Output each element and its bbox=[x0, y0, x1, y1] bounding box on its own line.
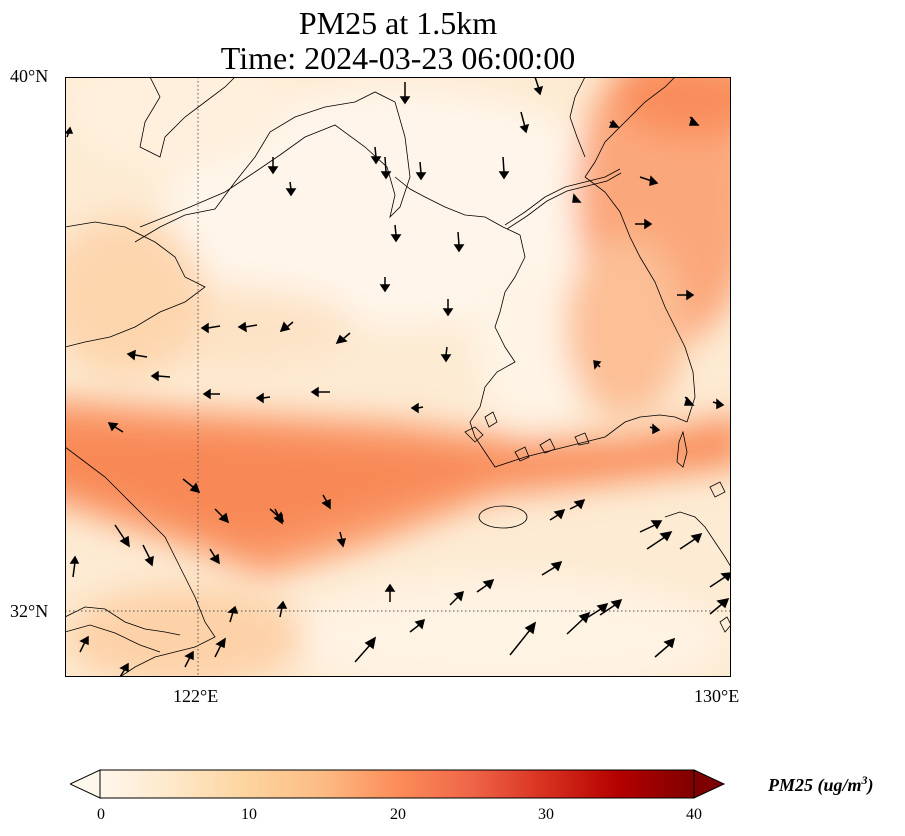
wind-arrow bbox=[572, 193, 582, 203]
wind-arrow bbox=[276, 600, 288, 618]
wind-arrow bbox=[209, 548, 220, 565]
wind-arrow bbox=[712, 398, 725, 410]
wind-arrow bbox=[541, 560, 563, 576]
wind-arrow bbox=[336, 531, 347, 548]
wind-arrow bbox=[119, 662, 129, 677]
wind-arrow bbox=[584, 602, 609, 620]
colorbar-min-extend bbox=[70, 769, 101, 799]
colorbar bbox=[70, 769, 726, 799]
colorbar-tick-20: 20 bbox=[390, 806, 406, 823]
map-title-line1: PM25 at 1.5km bbox=[298, 5, 498, 41]
wind-arrow bbox=[654, 637, 676, 658]
colorbar-label: PM25 (ug/m3) bbox=[768, 773, 874, 796]
wind-arrow bbox=[608, 119, 620, 128]
colorbar-label-text: PM25 (ug/m bbox=[768, 775, 862, 795]
lat-label-32n: 32°N bbox=[10, 601, 49, 621]
map-title-line2: Time: 2024-03-23 06:00:00 bbox=[220, 40, 576, 76]
wind-arrow bbox=[635, 218, 653, 230]
wind-arrow bbox=[677, 289, 695, 301]
wind-arrow bbox=[150, 370, 171, 382]
wind-arrow bbox=[65, 126, 74, 138]
colorbar-gradient bbox=[99, 769, 695, 799]
wind-arrow bbox=[453, 231, 465, 253]
wind-arrow bbox=[442, 299, 454, 317]
colorbar-tick-10: 10 bbox=[241, 806, 257, 823]
wind-arrow bbox=[569, 498, 586, 510]
wind-arrow bbox=[709, 572, 731, 588]
wind-arrow bbox=[380, 156, 392, 180]
colorbar-tick-30: 30 bbox=[538, 806, 554, 823]
wind-arrow bbox=[279, 321, 294, 333]
wind-arrow bbox=[310, 386, 330, 398]
wind-arrow bbox=[214, 637, 226, 658]
wind-arrow bbox=[202, 388, 220, 400]
wind-arrow bbox=[379, 277, 391, 293]
colorbar-label-close: ) bbox=[867, 775, 874, 795]
map-frame bbox=[65, 77, 731, 677]
wind-arrow bbox=[409, 618, 426, 633]
wind-arrow bbox=[184, 650, 194, 668]
colorbar-tick-40: 40 bbox=[686, 806, 702, 823]
wind-arrow bbox=[646, 530, 673, 550]
wind-arrow bbox=[639, 520, 663, 533]
wind-arrow bbox=[679, 532, 703, 550]
wind-arrow bbox=[69, 555, 80, 578]
wind-arrow bbox=[709, 597, 730, 615]
wind-arrow bbox=[237, 321, 258, 333]
lat-label-40n: 40°N bbox=[10, 66, 49, 86]
colorbar-max-extend bbox=[693, 769, 726, 799]
wind-arrow bbox=[354, 636, 377, 663]
lon-label-122e: 122°E bbox=[173, 686, 219, 706]
wind-arrow bbox=[390, 224, 402, 243]
wind-arrow bbox=[476, 578, 495, 593]
wind-arrow bbox=[214, 508, 230, 524]
wind-arrow bbox=[639, 175, 659, 187]
wind-arrow bbox=[689, 116, 700, 126]
wind-arrow bbox=[107, 422, 124, 433]
wind-arrow bbox=[593, 360, 602, 370]
wind-arrow bbox=[200, 322, 221, 334]
colorbar-label-superscript: 3 bbox=[861, 773, 868, 787]
wind-arrow bbox=[114, 524, 130, 548]
wind-arrow bbox=[384, 583, 396, 602]
wind-arrow bbox=[267, 157, 279, 175]
wind-arrow bbox=[273, 508, 283, 525]
wind-vectors bbox=[65, 77, 731, 677]
wind-arrow bbox=[370, 146, 382, 165]
coastlines bbox=[65, 77, 731, 677]
wind-arrow bbox=[509, 621, 537, 656]
wind-arrow bbox=[399, 82, 411, 105]
wind-arrow bbox=[533, 77, 544, 96]
wind-arrow bbox=[321, 494, 331, 510]
wind-arrow bbox=[649, 423, 661, 435]
wind-arrow bbox=[519, 111, 530, 134]
wind-arrow bbox=[498, 156, 510, 180]
wind-arrow bbox=[449, 590, 465, 606]
wind-arrow bbox=[79, 635, 89, 653]
lon-label-130e: 130°E bbox=[694, 686, 740, 706]
wind-arrow bbox=[415, 161, 427, 181]
wind-arrow bbox=[126, 349, 148, 361]
wind-arrow bbox=[285, 181, 297, 197]
wind-arrow bbox=[599, 598, 623, 616]
wind-arrow bbox=[335, 332, 351, 345]
wind-arrow bbox=[255, 392, 271, 404]
pm25-map bbox=[65, 77, 731, 677]
wind-arrow bbox=[440, 346, 452, 363]
wind-arrow bbox=[684, 396, 695, 406]
wind-arrow bbox=[142, 544, 154, 567]
wind-arrow bbox=[549, 508, 566, 521]
wind-arrow bbox=[227, 605, 239, 623]
wind-arrow bbox=[410, 402, 424, 414]
colorbar-tick-0: 0 bbox=[97, 806, 105, 823]
wind-arrow bbox=[182, 478, 201, 494]
